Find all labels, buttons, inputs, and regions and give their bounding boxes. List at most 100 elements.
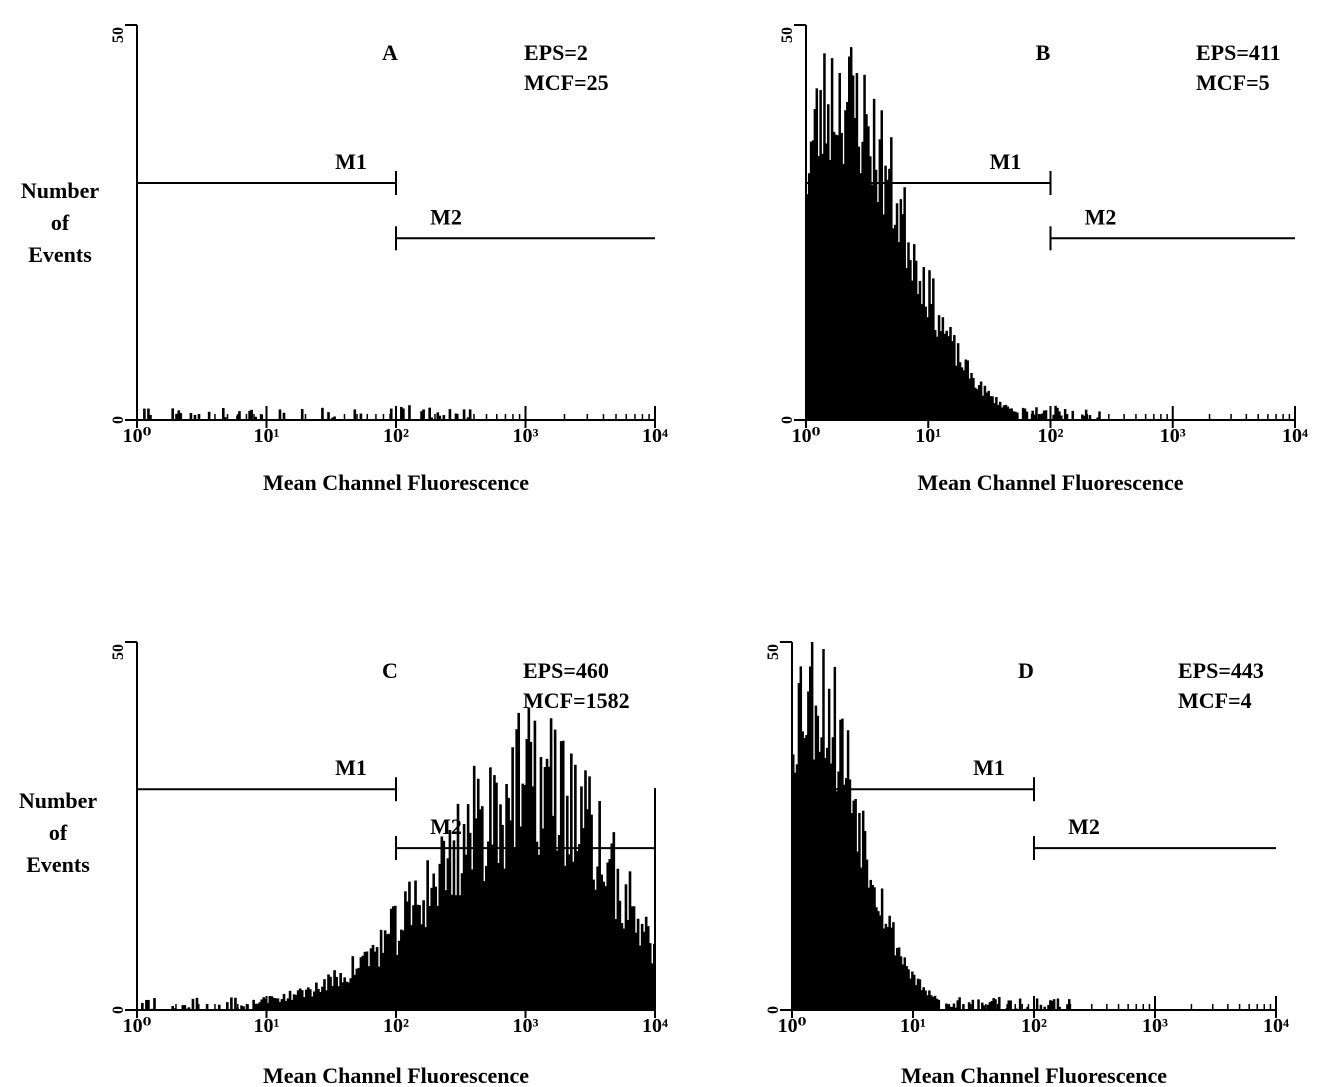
histogram-bar [604,886,608,1010]
histogram-bar [875,907,878,1010]
histogram-bar [353,974,357,1010]
histogram-bar [422,409,425,420]
histogram-bar [480,806,484,1010]
histogram-bar [954,1007,958,1010]
histogram-bar [398,940,401,1010]
histogram-bar [286,998,290,1010]
histogram-bar [972,378,975,420]
histogram-bar [377,966,381,1010]
histogram-bar [848,779,852,1010]
histogram-bar [994,999,997,1010]
histogram-bar [886,926,890,1010]
histogram-bar [825,143,828,420]
marker-label-m2: M2 [1068,814,1100,839]
histogram-bar [256,1003,259,1010]
histogram-bar [406,901,409,1010]
ylabel-top-line-3: Events [28,242,92,267]
histogram-bar [899,199,903,420]
ylabel-top-line-1: Number [21,178,99,203]
histogram-bar [888,915,891,1010]
panel-stat: EPS=443 [1178,658,1264,683]
histogram-bar [438,863,442,1010]
histogram-bar [1042,410,1046,420]
histogram-bar [990,1001,994,1010]
histogram-bar [928,270,931,420]
histogram-bar [272,997,276,1010]
histogram-bar [238,411,241,420]
histogram-bar [205,1004,209,1010]
histogram-bar [1002,405,1006,420]
histogram-bar [523,784,527,1010]
histogram-bar [805,735,808,1010]
histogram-bar [221,408,225,420]
histogram-bar [854,798,857,1010]
panel-stat: EPS=411 [1196,40,1281,65]
histogram-bar [991,396,994,420]
histogram-b [806,47,1101,421]
x-tick-label: 10¹ [254,425,280,447]
histogram-bar [995,397,998,420]
histogram-bar [953,335,956,420]
histogram-bar [325,990,328,1010]
histogram-bar [630,906,634,1010]
histogram-bar [582,828,585,1010]
histogram-bar [799,666,803,1010]
histogram-bar [983,385,987,420]
histogram-bar [543,767,547,1010]
histogram-bar [899,956,903,1010]
histogram-bar [246,1004,249,1010]
histogram-bar [981,395,985,420]
histogram-bar [567,854,571,1010]
histogram-bar [250,409,253,420]
histogram-bar [876,201,880,420]
histogram-bar [842,164,845,420]
histogram-bar [290,1000,294,1010]
histogram-bar [555,850,559,1010]
histogram-bar [901,964,905,1010]
histogram-bar [937,999,941,1010]
histogram-bar [153,998,156,1010]
histogram-bar [300,990,304,1010]
histogram-bar [916,978,920,1010]
histogram-bar [363,951,367,1010]
histogram-bar [608,859,612,1010]
histogram-bar [820,737,823,1010]
histogram-bar [974,387,977,420]
histogram-bar [628,871,632,1010]
histogram-bar [517,712,521,1010]
panel-letter: D [1018,658,1034,683]
histogram-bar [880,110,884,420]
histogram-bar [826,747,829,1010]
histogram-bar [935,336,939,420]
histogram-bar [1051,1000,1054,1010]
histogram-bar [644,916,648,1010]
histogram-bar [909,978,912,1010]
histogram-bar [962,370,966,420]
histogram-bar [379,929,383,1010]
histogram-bar [947,336,950,420]
y-tick-label: 0 [110,416,127,424]
histogram-bar [844,110,847,421]
histogram-bar [620,923,624,1010]
histogram-bar [954,365,958,420]
histogram-bar [468,832,472,1010]
histogram-bar [1039,414,1042,420]
histogram-bar [436,905,440,1010]
histogram-bar [640,923,644,1010]
histogram-bar [606,862,610,1010]
histogram-bar [234,997,237,1010]
histogram-bar [436,412,440,420]
x-tick-label: 10⁰ [778,1015,807,1037]
x-axis-label: Mean Channel Fluorescence [263,1063,529,1087]
histogram-bar [464,854,468,1010]
histogram-bar [1000,407,1004,420]
histogram-bar [515,729,518,1010]
histogram-bar [359,957,363,1010]
histogram-bar [432,873,436,1010]
panel-stat: MCF=5 [1196,70,1270,95]
histogram-bar [920,990,924,1010]
histogram-bar [993,403,996,420]
histogram-bar [527,707,531,1010]
histogram-bar [351,956,355,1010]
histogram-a [143,405,472,420]
